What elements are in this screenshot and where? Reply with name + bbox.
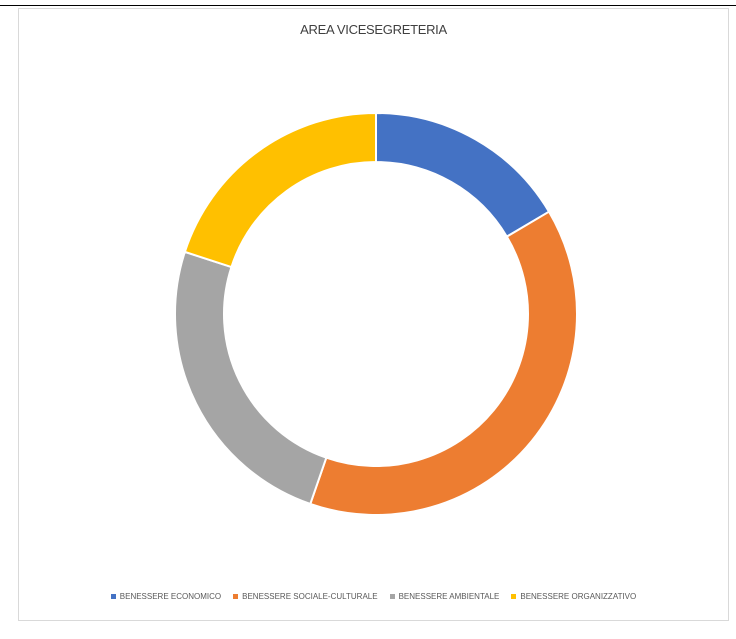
legend-item[interactable]: BENESSERE AMBIENTALE xyxy=(389,592,500,601)
chart-title: AREA VICESEGRETERIA xyxy=(300,22,447,37)
legend-item[interactable]: BENESSERE ORGANIZZATIVO xyxy=(511,592,636,601)
chart-area[interactable]: AREA VICESEGRETERIA BENESSERE ECONOMICO B… xyxy=(18,8,729,621)
doughnut-chart xyxy=(174,111,578,516)
legend-swatch xyxy=(110,594,116,599)
legend-label: BENESSERE SOCIALE-CULTURALE xyxy=(242,592,378,601)
donut-slice-benessere-sociale-culturale[interactable] xyxy=(309,210,578,516)
legend-label: BENESSERE ECONOMICO xyxy=(119,592,222,601)
legend-label: BENESSERE ORGANIZZATIVO xyxy=(520,592,637,601)
donut-slice-benessere-economico[interactable] xyxy=(375,111,551,238)
legend-swatch xyxy=(233,594,239,599)
legend-swatch xyxy=(389,594,395,599)
legend-item[interactable]: BENESSERE SOCIALE-CULTURALE xyxy=(233,592,378,601)
chart-legend: BENESSERE ECONOMICO BENESSERE SOCIALE-CUL… xyxy=(19,592,728,601)
legend-item[interactable]: BENESSERE ECONOMICO xyxy=(110,592,222,601)
donut-slice-benessere-organizzativo[interactable] xyxy=(183,111,377,269)
top-border-line xyxy=(0,5,736,6)
legend-label: BENESSERE AMBIENTALE xyxy=(398,592,500,601)
donut-slice-benessere-ambientale[interactable] xyxy=(174,250,328,506)
legend-swatch xyxy=(511,594,517,599)
